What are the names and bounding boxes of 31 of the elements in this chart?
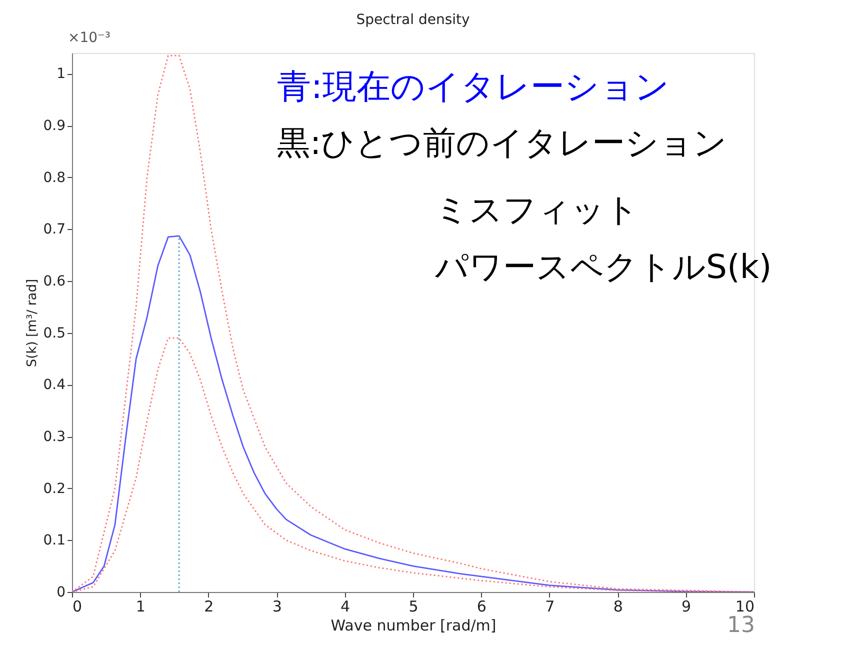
x-tick-label: 9 (682, 598, 692, 616)
x-tick-label: 8 (613, 598, 623, 616)
y-tick-label: 0.9 (43, 118, 66, 134)
annotation: ミスフィット (435, 190, 639, 229)
y-tick-label: 0.2 (43, 480, 66, 497)
text: 13 (727, 613, 755, 638)
y-tick-label: 0.1 (43, 532, 66, 549)
y-tick-label: 0.8 (43, 170, 66, 186)
y-tick-label: 0.3 (43, 429, 66, 446)
x-tick-label: 0 (72, 598, 82, 616)
x-tick-label: 5 (408, 598, 418, 616)
x-tick-label: 10 (735, 598, 754, 616)
y-tick-label: 0 (56, 584, 66, 600)
y-tick-label: 0.5 (43, 325, 66, 342)
annotation: 黒:ひとつ前のイタレーション (277, 123, 728, 162)
chart-title: Spectral density (356, 12, 470, 28)
x-tick-label: 7 (545, 598, 555, 616)
x-tick-label: 6 (476, 598, 486, 616)
annotation: パワースペクトルS(k) (434, 247, 772, 286)
x-axis-title: Wave number [rad/m] (330, 616, 496, 634)
y-tick-label: 0.4 (43, 377, 66, 394)
x-tick-label: 1 (136, 598, 146, 616)
x-tick-label: 3 (272, 598, 282, 616)
annotation: 青:現在のイタレーション (277, 67, 670, 107)
text: ×10⁻³ (68, 30, 111, 46)
y-tick-label: 0.6 (43, 274, 66, 290)
y-axis-title: S(k) [m³/ rad] (25, 278, 40, 368)
x-tick-label: 4 (340, 598, 350, 616)
y-tick-label: 1 (56, 66, 66, 82)
y-tick-label: 0.7 (43, 222, 66, 238)
x-tick-label: 2 (204, 598, 214, 616)
